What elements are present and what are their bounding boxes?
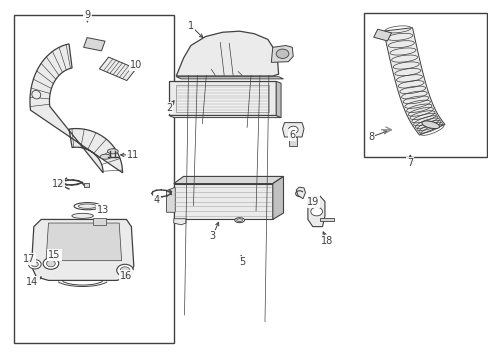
Bar bbox=[14, 15, 173, 343]
Circle shape bbox=[46, 260, 55, 267]
Polygon shape bbox=[282, 123, 304, 137]
Text: 13: 13 bbox=[97, 206, 109, 216]
Text: 9: 9 bbox=[84, 10, 90, 20]
Ellipse shape bbox=[74, 203, 101, 210]
Circle shape bbox=[43, 258, 59, 269]
Polygon shape bbox=[173, 219, 185, 225]
Circle shape bbox=[28, 260, 41, 269]
Polygon shape bbox=[271, 45, 293, 62]
Polygon shape bbox=[272, 176, 283, 220]
Text: 17: 17 bbox=[23, 254, 35, 264]
Ellipse shape bbox=[236, 219, 242, 222]
Circle shape bbox=[117, 264, 133, 276]
Text: 2: 2 bbox=[165, 103, 172, 113]
Text: 12: 12 bbox=[52, 179, 64, 189]
Ellipse shape bbox=[32, 90, 41, 99]
Polygon shape bbox=[296, 187, 305, 199]
Polygon shape bbox=[166, 187, 175, 212]
Polygon shape bbox=[176, 31, 278, 76]
Text: 8: 8 bbox=[367, 132, 374, 142]
Bar bbox=[289, 136, 297, 146]
Ellipse shape bbox=[72, 213, 93, 219]
Bar bbox=[320, 218, 333, 221]
Polygon shape bbox=[30, 44, 122, 173]
Bar bbox=[363, 13, 487, 157]
Ellipse shape bbox=[78, 204, 97, 208]
Text: 15: 15 bbox=[48, 250, 61, 260]
Polygon shape bbox=[173, 184, 272, 220]
Text: 18: 18 bbox=[321, 236, 333, 246]
Polygon shape bbox=[307, 196, 325, 226]
Bar bbox=[83, 183, 89, 187]
Polygon shape bbox=[31, 220, 134, 280]
Ellipse shape bbox=[421, 121, 439, 129]
Text: 7: 7 bbox=[407, 158, 412, 168]
Circle shape bbox=[120, 267, 130, 274]
Text: 6: 6 bbox=[288, 130, 295, 140]
Bar bbox=[168, 81, 276, 116]
Polygon shape bbox=[46, 223, 122, 261]
Polygon shape bbox=[176, 77, 283, 79]
Text: 10: 10 bbox=[130, 60, 142, 70]
Polygon shape bbox=[99, 57, 136, 81]
Text: 1: 1 bbox=[187, 21, 194, 31]
Bar bbox=[93, 219, 105, 225]
Polygon shape bbox=[168, 116, 281, 118]
Polygon shape bbox=[173, 176, 283, 184]
Polygon shape bbox=[383, 28, 444, 135]
Circle shape bbox=[288, 126, 298, 134]
Bar bbox=[83, 37, 105, 51]
Text: 5: 5 bbox=[239, 257, 244, 267]
Bar bbox=[176, 85, 268, 112]
Polygon shape bbox=[276, 81, 281, 118]
Ellipse shape bbox=[100, 154, 111, 159]
Ellipse shape bbox=[107, 149, 118, 154]
Ellipse shape bbox=[234, 218, 244, 223]
Text: 3: 3 bbox=[209, 231, 215, 240]
Text: 14: 14 bbox=[26, 277, 39, 287]
Text: 16: 16 bbox=[120, 271, 132, 281]
Text: 11: 11 bbox=[127, 150, 139, 160]
Circle shape bbox=[310, 207, 322, 216]
Circle shape bbox=[31, 262, 38, 267]
Text: 19: 19 bbox=[306, 197, 318, 207]
Circle shape bbox=[276, 49, 288, 58]
Bar bbox=[373, 29, 391, 41]
Text: 4: 4 bbox=[153, 195, 160, 205]
